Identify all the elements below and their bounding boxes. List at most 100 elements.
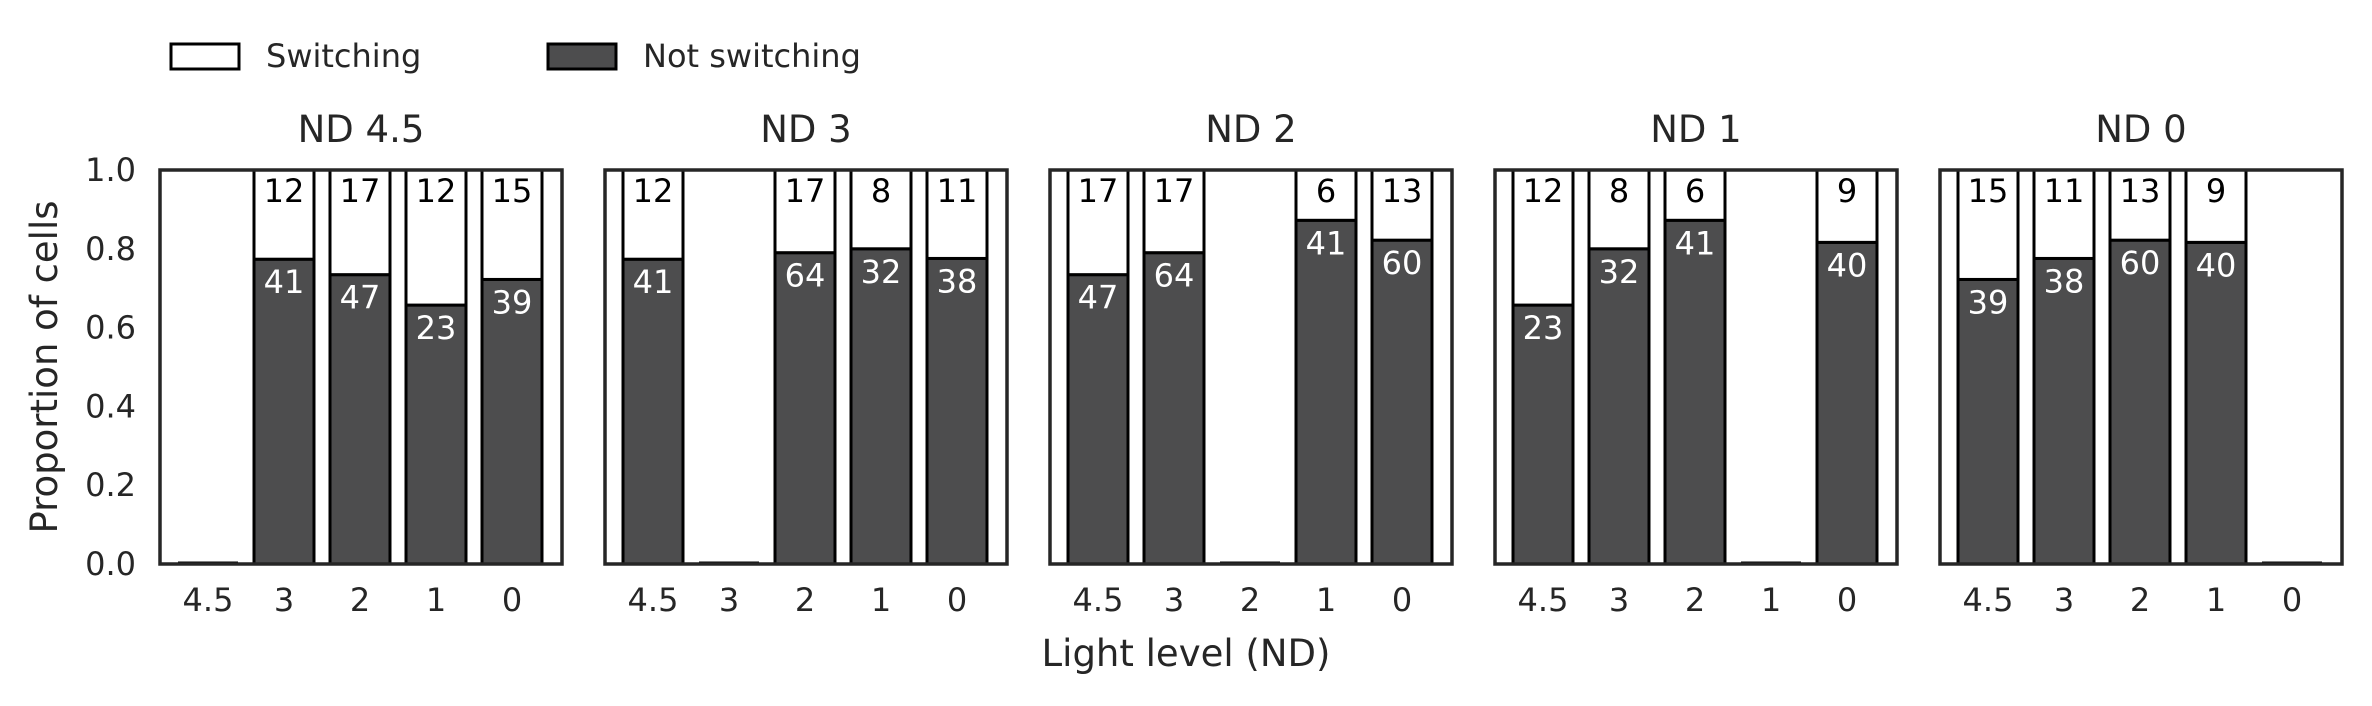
count-label-not-switching: 41 <box>1675 224 1716 262</box>
x-tick-label: 4.5 <box>1963 581 2014 619</box>
count-label-not-switching: 40 <box>1827 246 1868 284</box>
bar-not-switching <box>1815 240 1879 566</box>
panel-frame <box>1938 168 2344 566</box>
y-tick-label: 0.0 <box>85 545 136 583</box>
x-tick-label: 2 <box>1240 581 1260 619</box>
x-tick-label: 0 <box>1837 581 1857 619</box>
bar-switching <box>328 168 392 277</box>
x-tick-label: 4.5 <box>1518 581 1569 619</box>
x-axis-label: Light level (ND) <box>1042 632 1331 675</box>
legend-label-not-switching: Not switching <box>643 37 861 75</box>
panel-frame <box>1048 168 1454 566</box>
count-label-not-switching: 41 <box>1306 224 1347 262</box>
x-tick-label: 2 <box>1685 581 1705 619</box>
count-label-switching: 17 <box>1154 172 1195 210</box>
bar-switching <box>1815 168 1879 244</box>
count-label-not-switching: 40 <box>2196 246 2237 284</box>
count-label-switching: 15 <box>492 172 533 210</box>
legend-label-switching: Switching <box>266 37 421 75</box>
bar-not-switching <box>1370 238 1434 566</box>
panel-title: ND 0 <box>2095 108 2186 151</box>
count-label-switching: 13 <box>1382 172 1423 210</box>
bar-not-switching <box>2184 240 2248 566</box>
bar-switching <box>1142 168 1206 255</box>
count-label-not-switching: 47 <box>340 279 381 317</box>
panel: ND 2 17 47 4.5 17 64 3 2 6 41 1 13 60 0 <box>1048 108 1454 619</box>
panel-title: ND 2 <box>1205 108 1296 151</box>
count-label-switching: 8 <box>1609 172 1629 210</box>
count-label-not-switching: 47 <box>1078 279 1119 317</box>
bar-switching <box>1294 168 1358 222</box>
count-label-not-switching: 60 <box>2120 244 2161 282</box>
bar-not-switching <box>1066 273 1130 566</box>
x-tick-label: 2 <box>350 581 370 619</box>
bar-not-switching <box>1511 303 1575 566</box>
bar-not-switching <box>621 257 685 566</box>
panel: ND 4.5 4.5 12 41 3 17 47 2 12 23 1 15 39 0 <box>158 108 564 619</box>
bar-switching <box>773 168 837 255</box>
count-label-not-switching: 64 <box>1154 257 1195 295</box>
bar-switching <box>1370 168 1434 242</box>
count-label-not-switching: 32 <box>1599 253 1640 291</box>
x-tick-label: 2 <box>795 581 815 619</box>
bar-not-switching <box>328 273 392 566</box>
panel-title: ND 4.5 <box>298 108 425 151</box>
y-tick-label: 0.6 <box>85 309 136 347</box>
x-tick-label: 3 <box>274 581 294 619</box>
x-tick-label: 0 <box>1392 581 1412 619</box>
bar-not-switching <box>1587 247 1651 566</box>
panels: 0.00.20.40.60.81.0ND 4.54.51241317472122… <box>85 108 2344 619</box>
bar-switching <box>480 168 544 281</box>
x-tick-label: 4.5 <box>1073 581 1124 619</box>
x-tick-label: 1 <box>1316 581 1336 619</box>
bar-switching <box>252 168 316 261</box>
panel: ND 1 12 23 4.5 8 32 3 6 41 2 1 9 40 0 <box>1493 108 1899 619</box>
count-label-not-switching: 41 <box>633 263 674 301</box>
x-tick-label: 3 <box>2054 581 2074 619</box>
panel: ND 0 15 39 4.5 11 38 3 13 60 2 9 40 1 0 <box>1938 108 2344 619</box>
bar-switching <box>404 168 468 307</box>
bar-not-switching <box>1956 277 2020 566</box>
count-label-switching: 9 <box>2206 172 2226 210</box>
count-label-switching: 6 <box>1316 172 1336 210</box>
panel-title: ND 1 <box>1650 108 1741 151</box>
bar-not-switching <box>2108 238 2172 566</box>
count-label-switching: 17 <box>1078 172 1119 210</box>
count-label-switching: 13 <box>2120 172 2161 210</box>
count-label-not-switching: 23 <box>1523 309 1564 347</box>
bar-switching <box>849 168 913 251</box>
count-label-not-switching: 38 <box>937 262 978 300</box>
count-label-switching: 12 <box>416 172 457 210</box>
bar-not-switching <box>252 257 316 566</box>
y-tick-label: 0.8 <box>85 230 136 268</box>
count-label-switching: 11 <box>937 172 978 210</box>
bar-not-switching <box>849 247 913 566</box>
count-label-not-switching: 64 <box>785 257 826 295</box>
count-label-not-switching: 41 <box>264 263 305 301</box>
bar-switching <box>1511 168 1575 307</box>
bar-switching <box>2108 168 2172 242</box>
x-tick-label: 0 <box>502 581 522 619</box>
x-tick-label: 4.5 <box>628 581 679 619</box>
bar-switching <box>1663 168 1727 222</box>
count-label-not-switching: 38 <box>2044 262 2085 300</box>
y-tick-label: 0.4 <box>85 387 136 425</box>
count-label-switching: 6 <box>1685 172 1705 210</box>
count-label-not-switching: 60 <box>1382 244 1423 282</box>
bar-not-switching <box>2032 256 2096 566</box>
panel-title: ND 3 <box>760 108 851 151</box>
x-tick-label: 3 <box>719 581 739 619</box>
bar-not-switching <box>1663 218 1727 566</box>
count-label-switching: 12 <box>264 172 305 210</box>
bar-switching <box>1066 168 1130 277</box>
y-axis-label: Proportion of cells <box>23 200 66 533</box>
count-label-not-switching: 39 <box>1968 283 2009 321</box>
count-label-switching: 8 <box>871 172 891 210</box>
bar-not-switching <box>925 256 989 566</box>
legend-swatch-not-switching <box>546 42 618 71</box>
x-tick-label: 1 <box>871 581 891 619</box>
bar-not-switching <box>773 251 837 566</box>
x-tick-label: 0 <box>947 581 967 619</box>
count-label-switching: 12 <box>633 172 674 210</box>
